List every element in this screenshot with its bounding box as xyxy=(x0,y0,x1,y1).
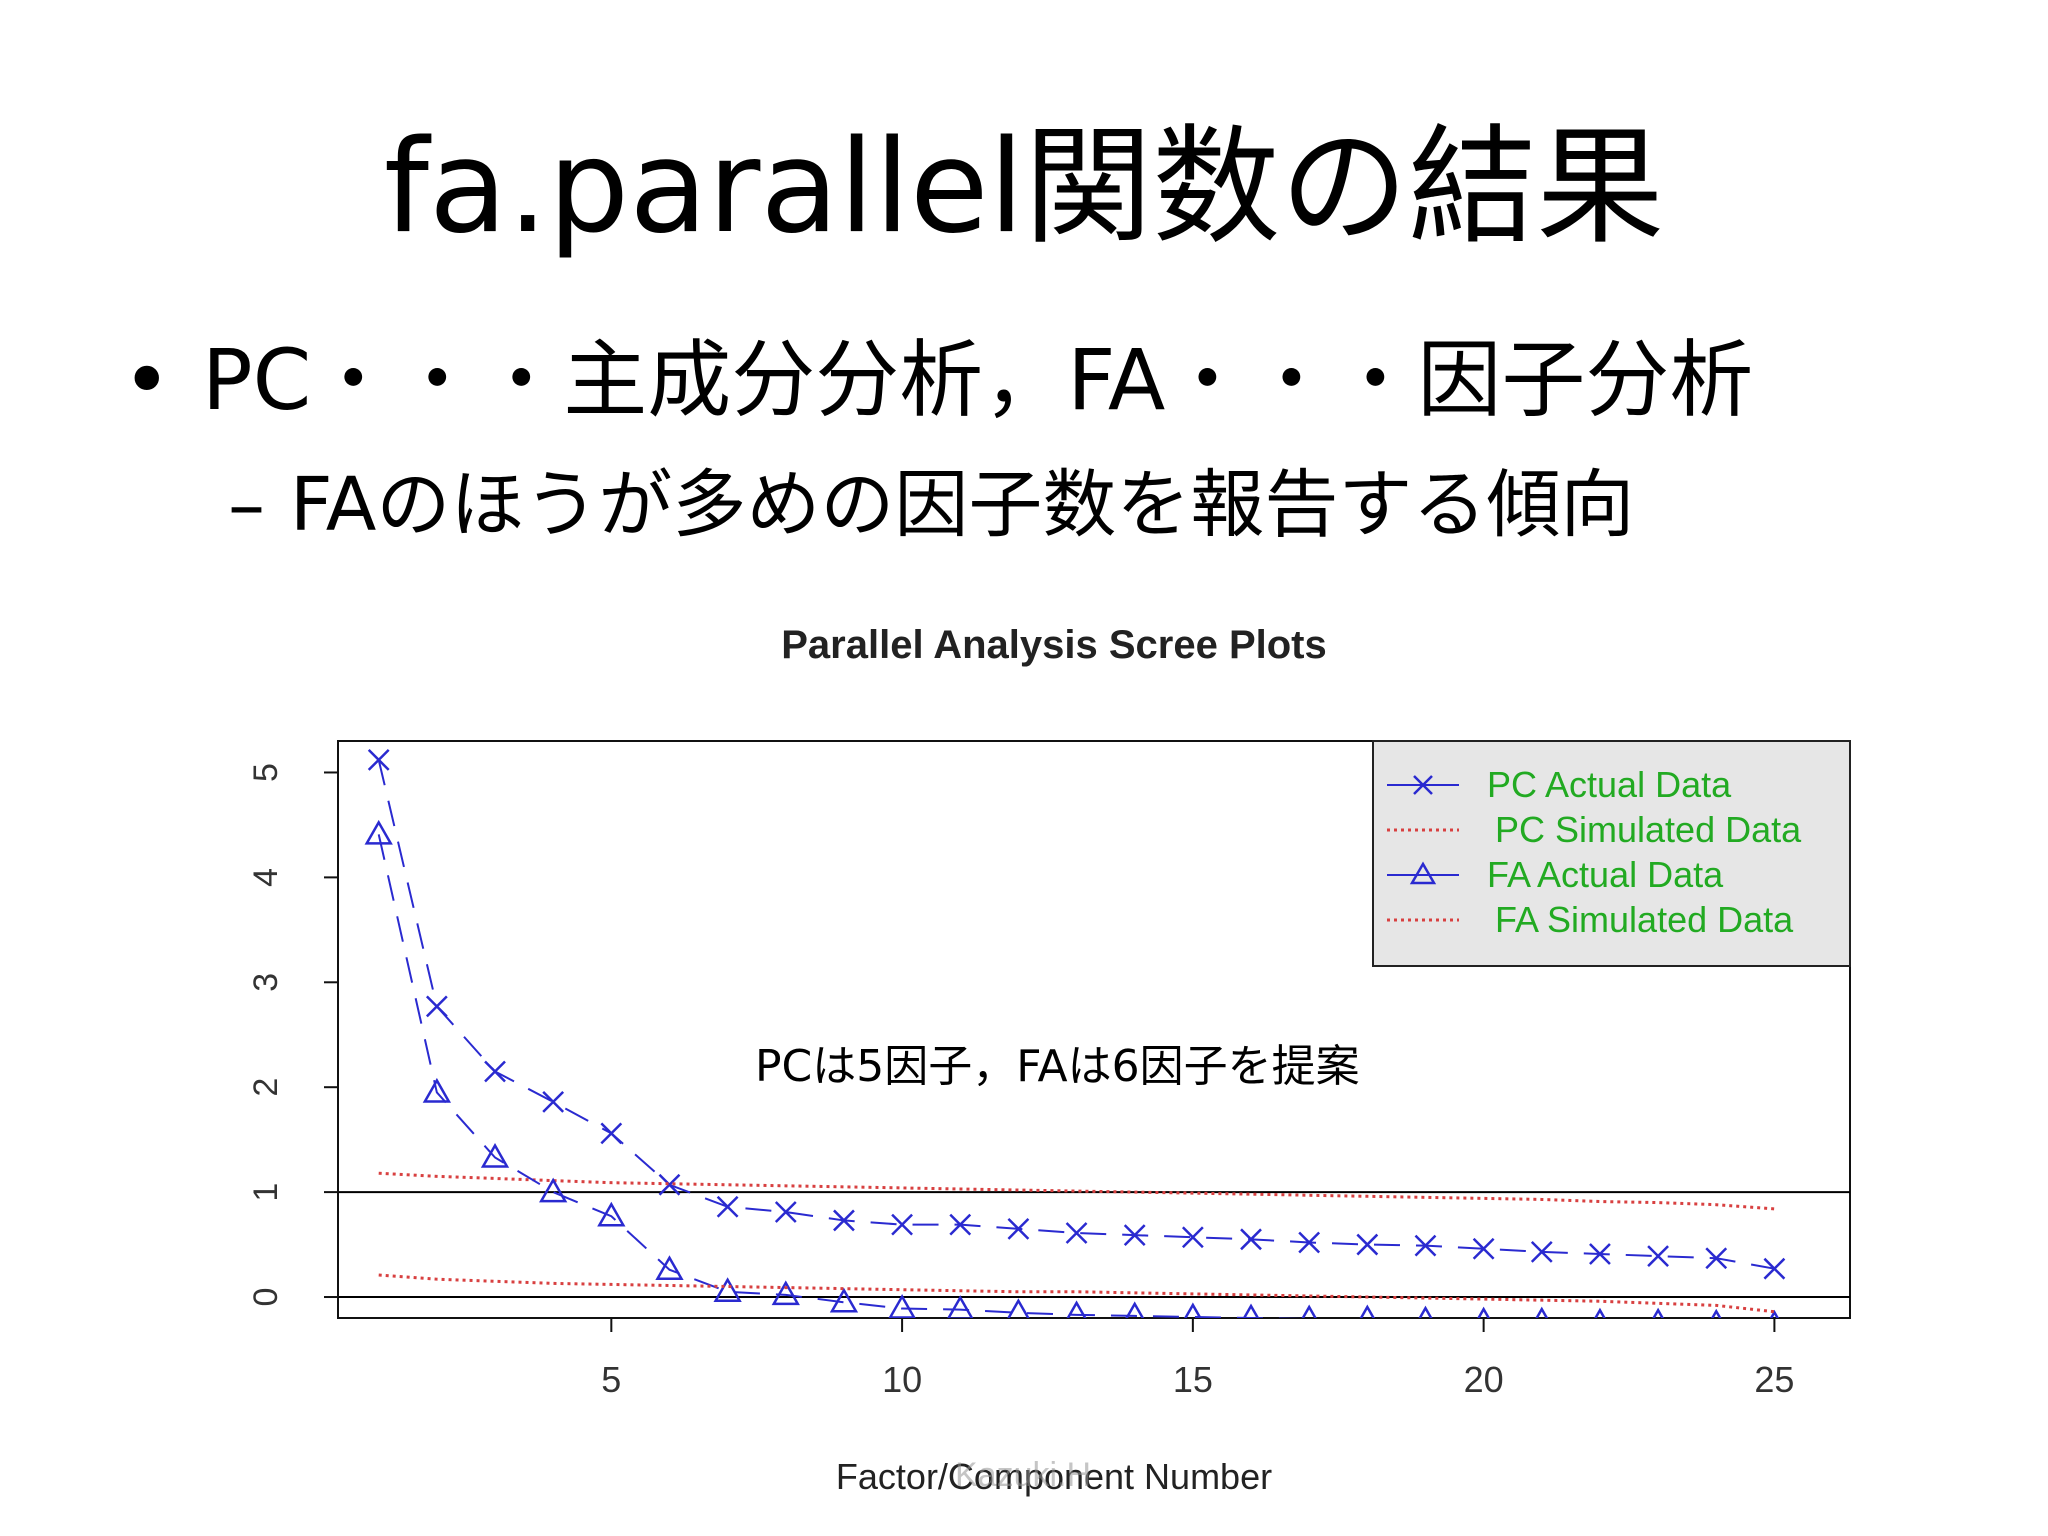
data-point-x xyxy=(1356,1233,1379,1256)
data-point-triangle xyxy=(713,1277,742,1303)
x-tick-label: 25 xyxy=(1754,1359,1794,1400)
data-point-triangle xyxy=(597,1201,626,1227)
x-tick-label: 20 xyxy=(1464,1359,1504,1400)
sub-bullet-text: FAのほうが多めの因子数を報告する傾向 xyxy=(290,462,1635,548)
data-point-x xyxy=(1763,1257,1786,1280)
legend-box xyxy=(1372,740,1851,967)
bullet-text: PC・・・主成分分析，FA・・・因子分析 xyxy=(202,331,1754,429)
data-point-triangle xyxy=(947,1295,974,1318)
data-point-triangle xyxy=(1535,1306,1549,1318)
sub-bullet-marker: – xyxy=(228,462,265,548)
data-point-triangle xyxy=(1007,1298,1030,1318)
slide-title: fa.parallel関数の結果 xyxy=(383,113,1665,262)
data-point-triangle xyxy=(480,1142,510,1168)
series-group xyxy=(364,749,1786,1318)
data-point-triangle xyxy=(888,1294,916,1318)
data-point-triangle xyxy=(1125,1301,1145,1318)
data-point-x xyxy=(600,1122,623,1145)
data-point-triangle xyxy=(1652,1307,1664,1318)
x-tick-label: 15 xyxy=(1173,1359,1213,1400)
data-point-x xyxy=(833,1209,855,1232)
bullet-marker: • xyxy=(122,331,172,429)
data-point-x xyxy=(774,1201,797,1223)
data-point-triangle xyxy=(1242,1303,1260,1318)
legend-marker-triangle xyxy=(1409,861,1437,885)
data-point-x xyxy=(1472,1237,1495,1260)
x-tick-label: 5 xyxy=(601,1359,621,1400)
data-point-x xyxy=(1705,1247,1728,1270)
data-point-x xyxy=(484,1060,506,1083)
data-point-x xyxy=(658,1173,681,1196)
series-line xyxy=(378,1273,1775,1314)
data-point-triangle xyxy=(1301,1304,1317,1318)
legend-label: PC Actual Data xyxy=(1487,764,1732,805)
data-point-triangle xyxy=(1710,1308,1722,1318)
legend-label: FA Actual Data xyxy=(1487,854,1724,895)
data-point-x xyxy=(1647,1245,1669,1267)
data-point-triangle xyxy=(1359,1304,1376,1318)
data-point-x xyxy=(425,995,448,1018)
data-point-triangle xyxy=(655,1255,684,1280)
data-point-triangle xyxy=(1594,1307,1606,1318)
chart-annotation: PCは5因子，FAは6因子を提案 xyxy=(755,1041,1360,1092)
data-point-x xyxy=(1298,1231,1321,1254)
data-point-x xyxy=(1007,1217,1030,1240)
y-tick-label: 0 xyxy=(247,1288,285,1307)
y-tick-label: 5 xyxy=(247,763,285,782)
data-point-triangle xyxy=(1183,1302,1202,1318)
y-tick-label: 2 xyxy=(247,1078,285,1097)
y-tick-label: 3 xyxy=(247,973,285,992)
data-point-x xyxy=(949,1213,972,1236)
data-point-x xyxy=(1530,1241,1553,1263)
data-point-x xyxy=(1240,1228,1262,1251)
data-point-x xyxy=(891,1213,913,1236)
data-point-x xyxy=(1065,1222,1088,1244)
x-axis-label: Factor/Component Number xyxy=(835,1456,1273,1497)
bullet-item: • PC・・・主成分分析，FA・・・因子分析 xyxy=(122,330,1753,430)
y-tick-label: 1 xyxy=(247,1183,285,1202)
data-point-x xyxy=(542,1091,565,1113)
data-point-x xyxy=(1589,1243,1611,1265)
x-tick-label: 10 xyxy=(882,1359,922,1400)
data-point-x xyxy=(367,749,390,771)
sub-bullet-item: – FAのほうが多めの因子数を報告する傾向 xyxy=(228,460,1634,550)
data-point-triangle xyxy=(1066,1300,1087,1318)
data-point-x xyxy=(716,1195,739,1218)
legend-label: FA Simulated Data xyxy=(1495,899,1794,940)
legend-marker-x xyxy=(1413,775,1433,795)
data-point-triangle xyxy=(422,1077,452,1103)
watermark: Kazuki.H xyxy=(955,1456,1092,1494)
data-point-triangle xyxy=(771,1280,800,1306)
data-point-triangle xyxy=(539,1177,568,1203)
data-point-x xyxy=(1123,1224,1146,1247)
data-point-triangle xyxy=(364,819,393,845)
legend-label: PC Simulated Data xyxy=(1495,809,1802,850)
data-point-x xyxy=(1181,1226,1204,1249)
series-line xyxy=(377,834,1307,1318)
chart-title: Parallel Analysis Scree Plots xyxy=(781,623,1327,667)
data-point-x xyxy=(1414,1234,1437,1257)
data-point-triangle xyxy=(829,1287,859,1313)
y-tick-label: 4 xyxy=(247,868,285,887)
series-line xyxy=(378,1171,1775,1211)
